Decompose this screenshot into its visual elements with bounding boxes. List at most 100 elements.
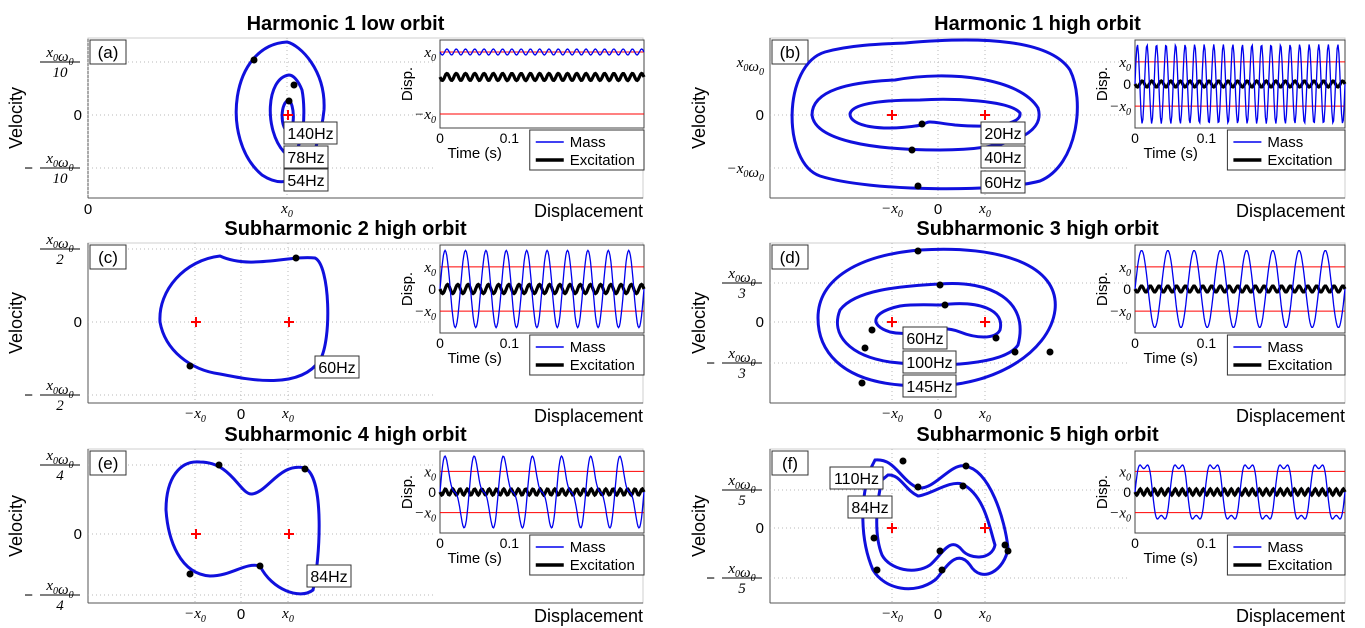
inset-x-tick: 0 — [436, 335, 444, 351]
tick-text: − — [706, 570, 715, 587]
inset-x-tick: 0 — [436, 535, 444, 551]
legend-excitation-label: Excitation — [1267, 357, 1332, 374]
tick-text: 10 — [53, 171, 69, 187]
excitation-series — [438, 71, 646, 83]
orbit-point — [908, 146, 916, 154]
inset-y-tick: x0 — [423, 464, 436, 483]
orbit-point — [858, 379, 866, 387]
x-tick-label: 0 — [237, 406, 245, 423]
tick-text: x0 — [978, 406, 991, 425]
inset-y-title: Disp. — [399, 475, 416, 509]
frequency-callout-box — [902, 326, 948, 350]
orbit-curve — [848, 97, 1022, 130]
frequency-callout: 84Hz — [851, 500, 888, 517]
orbit-curve — [164, 460, 321, 596]
inset-x-title: Time (s) — [447, 550, 501, 567]
tick-text: −x0 — [184, 406, 206, 425]
legend-excitation-label: Excitation — [1267, 557, 1332, 574]
tick-text: −x0 — [1109, 304, 1131, 323]
tick-text: −x0 — [414, 107, 436, 126]
frequency-callout-box — [902, 350, 957, 374]
x-tick-label: x0 — [978, 201, 991, 220]
x-tick-label: −x0 — [881, 406, 903, 425]
legend-box — [529, 334, 645, 376]
orbit-point — [868, 326, 876, 334]
frequency-callout: 60Hz — [984, 175, 1021, 192]
orbit-point — [870, 534, 878, 542]
tick-text: −x0 — [414, 304, 436, 323]
x-tick-label: 0 — [934, 606, 942, 623]
mass-series — [439, 48, 645, 56]
tick-text: 4 — [56, 468, 64, 484]
frequency-callout: 20Hz — [984, 126, 1021, 143]
tick-text: 2 — [56, 252, 64, 268]
orbit-point — [1046, 348, 1054, 356]
tick-text: x0 — [1118, 55, 1131, 74]
inset-x-title: Time (s) — [1143, 350, 1197, 367]
panel-title: Harmonic 1 high orbit — [934, 13, 1141, 35]
legend-mass-label: Mass — [570, 539, 606, 556]
orbit-point — [861, 344, 869, 352]
y-axis-title: Velocity — [6, 292, 26, 354]
x-tick-label: x0 — [280, 201, 293, 220]
x-tick-label: 0 — [237, 606, 245, 623]
orbit-point — [290, 81, 298, 89]
y-tick-label: x0ω05− — [706, 561, 762, 597]
inset-x-title: Time (s) — [1143, 145, 1197, 162]
x-tick-label: −x0 — [184, 606, 206, 625]
orbit-point — [256, 562, 264, 570]
x-axis-title: Displacement — [534, 606, 643, 626]
legend-excitation-label: Excitation — [570, 152, 635, 169]
orbit-curve — [861, 458, 1010, 591]
inset-x-title: Time (s) — [447, 350, 501, 367]
tick-text: −x0 — [1109, 506, 1131, 525]
panel-title: Harmonic 1 low orbit — [247, 13, 445, 35]
y-tick-label: 0 — [74, 107, 82, 124]
panel-label-box — [89, 39, 127, 65]
orbit-point — [959, 482, 967, 490]
inset-y-tick: 0 — [1123, 484, 1131, 500]
y-axis-title: Velocity — [6, 495, 26, 557]
panel-d: Subharmonic 3 high orbit (d) Displacement V… — [689, 218, 1347, 426]
y-tick-label: 0 — [74, 526, 82, 543]
tick-text: x0 — [281, 406, 294, 425]
y-tick-label: x0ω03− — [706, 346, 762, 382]
x-tick-label: −x0 — [881, 201, 903, 220]
frequency-callout-box — [829, 466, 884, 490]
orbit-point — [938, 566, 946, 574]
orbit-curve — [810, 74, 1041, 152]
panel-f: Subharmonic 5 high orbit (f) Displacement V… — [689, 424, 1347, 626]
legend-excitation-label: Excitation — [570, 557, 635, 574]
inset-y-tick: x0 — [1118, 260, 1131, 279]
tick-text: − — [24, 387, 33, 404]
y-tick-label: x0ω05 — [722, 473, 762, 509]
frequency-callout: 78Hz — [287, 150, 324, 167]
panel-label: (a) — [98, 43, 119, 62]
frequency-callout: 145Hz — [906, 379, 952, 396]
frequency-callout: 100Hz — [906, 355, 952, 372]
orbit-point — [292, 254, 300, 262]
y-tick-label: x0ω0 — [736, 55, 764, 78]
orbit-point — [936, 281, 944, 289]
tick-text: 5 — [738, 581, 746, 597]
x-tick-label: 0 — [934, 406, 942, 423]
y-axis-title: Velocity — [6, 87, 26, 149]
inset-x-tick: 0.1 — [1197, 535, 1217, 551]
legend-mass-label: Mass — [570, 339, 606, 356]
tick-text: −x0 — [881, 201, 903, 220]
y-tick-label: 0 — [756, 314, 764, 331]
y-tick-label: −x0ω0 — [727, 161, 764, 184]
y-tick-label: 0 — [74, 314, 82, 331]
panel-c: Subharmonic 2 high orbit (c) Displacement V… — [6, 218, 646, 426]
orbit-point — [215, 461, 223, 469]
y-tick-label: x0ω010 — [40, 45, 80, 81]
frequency-callout: 60Hz — [906, 331, 943, 348]
legend-mass-label: Mass — [1267, 339, 1303, 356]
x-axis-title: Displacement — [534, 406, 643, 426]
